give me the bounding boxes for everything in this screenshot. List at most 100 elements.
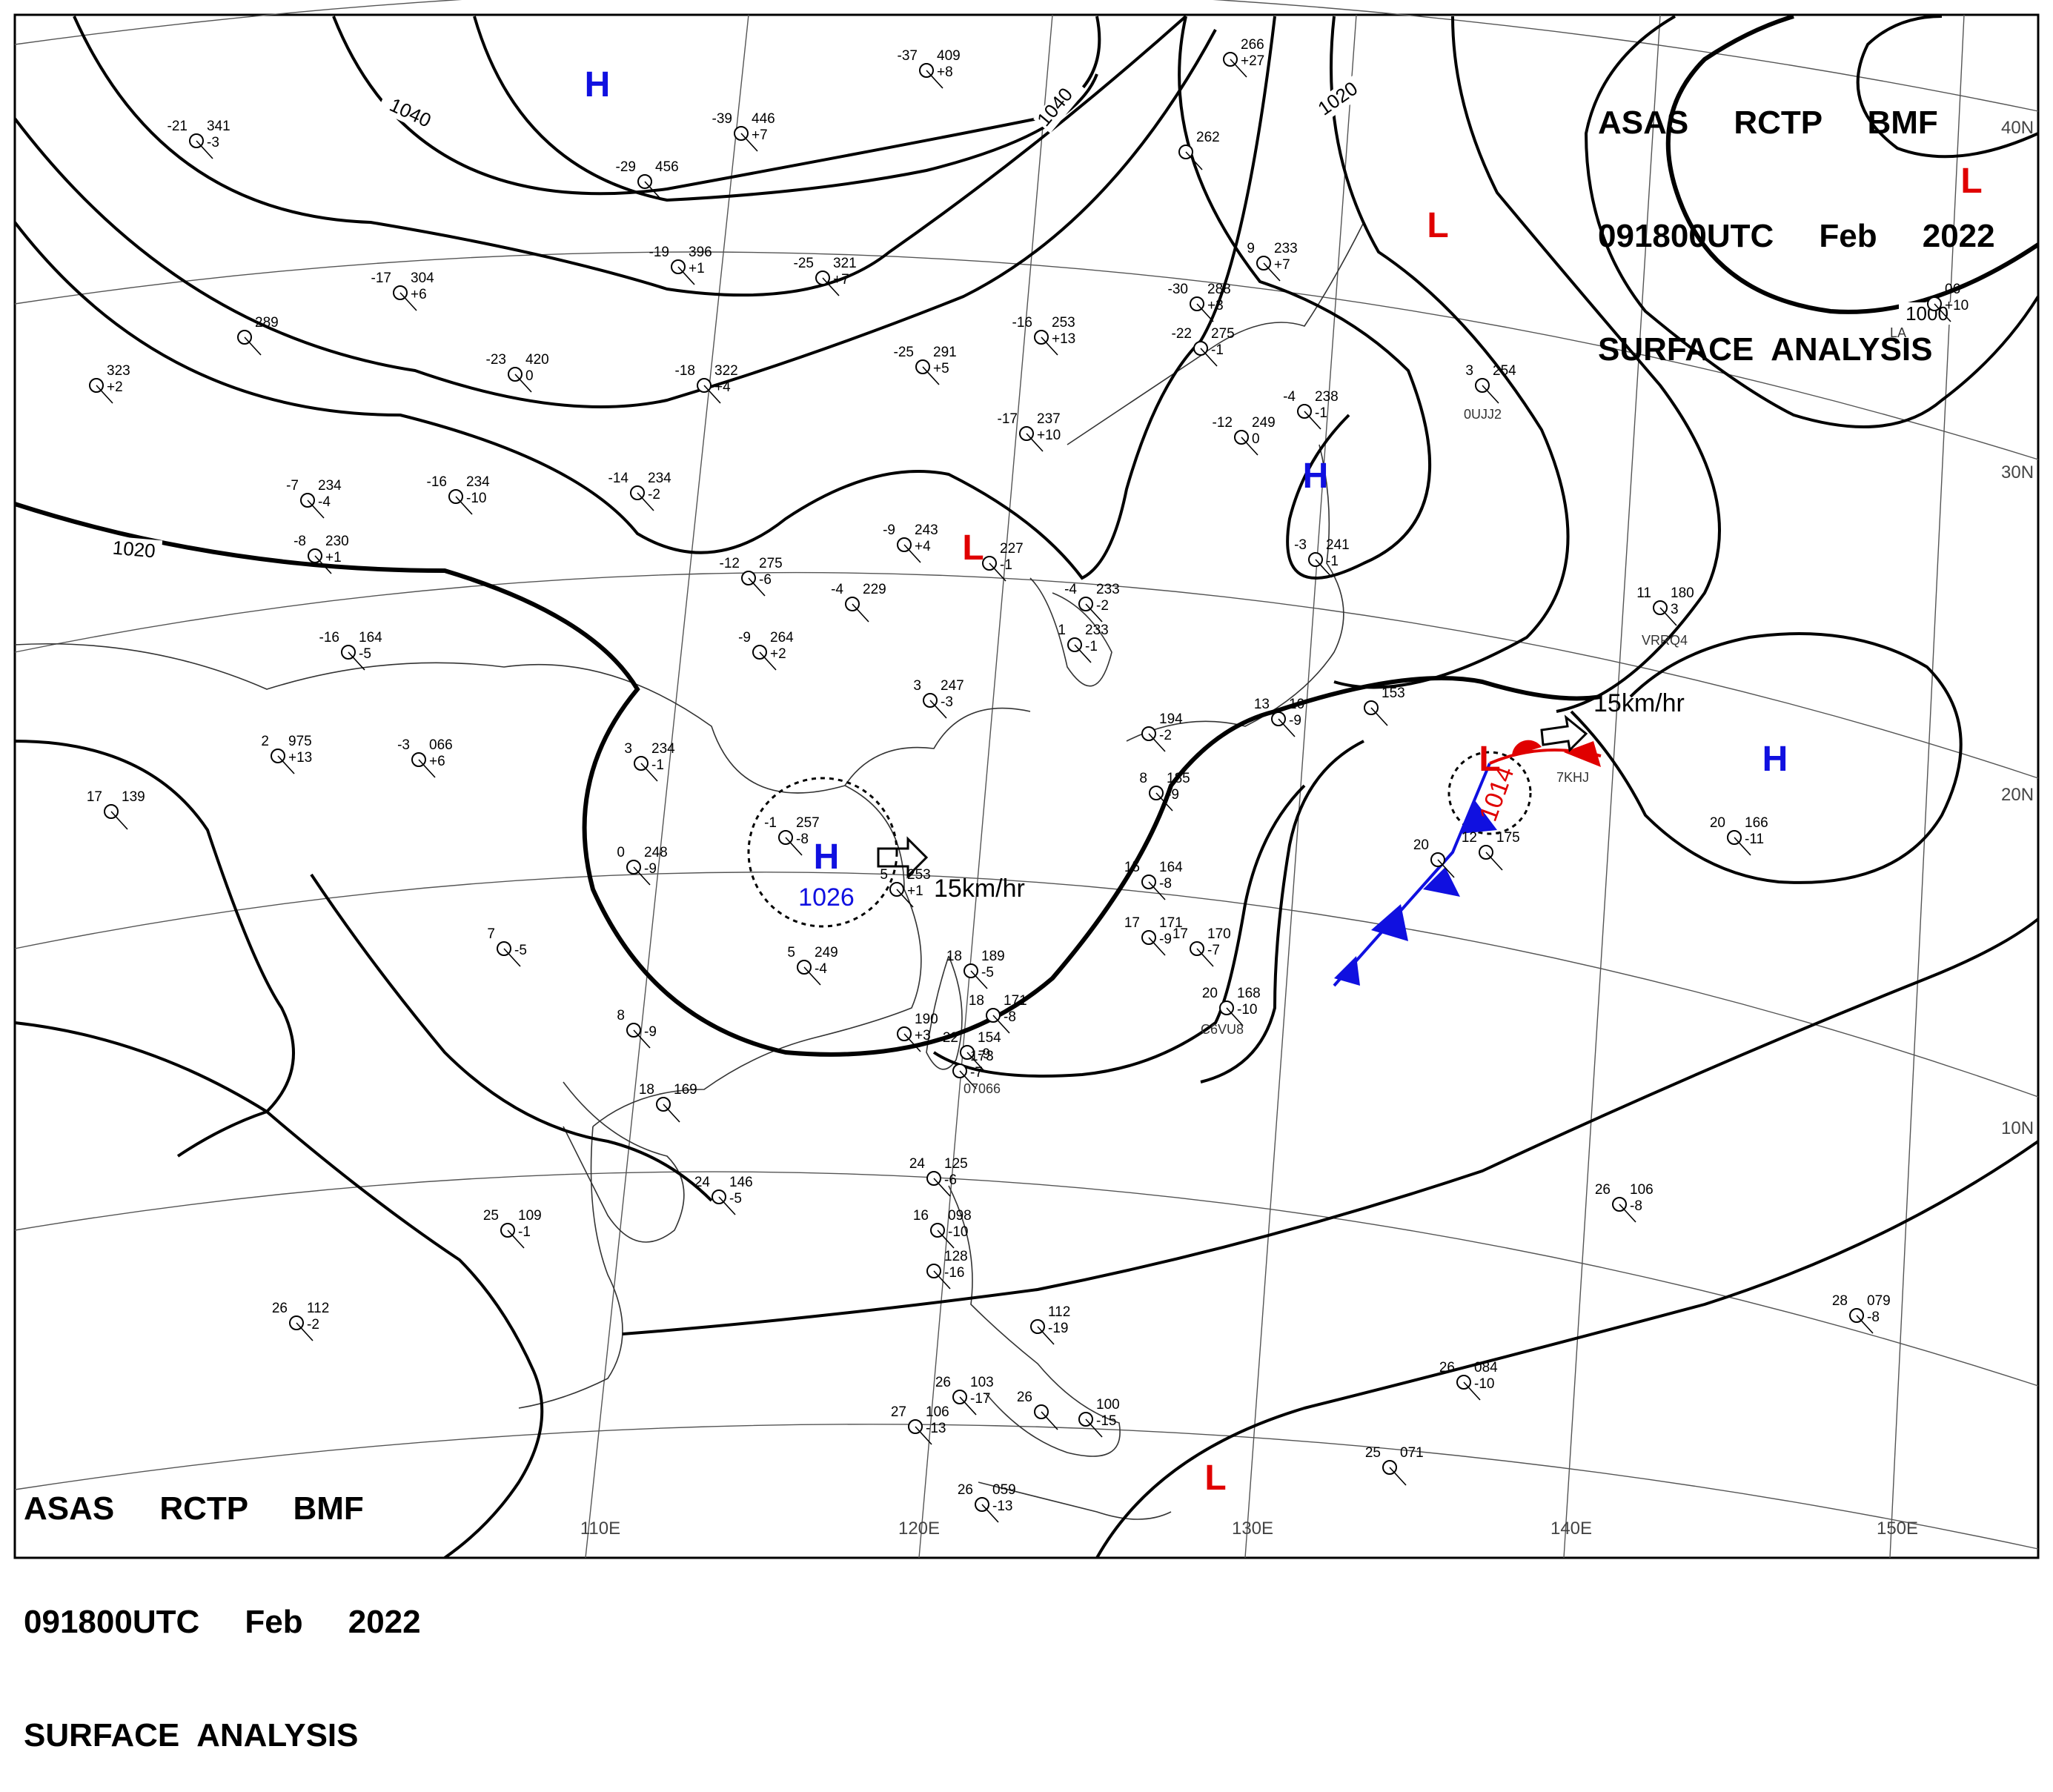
lat-label: 30N xyxy=(2001,462,2034,482)
title-block-bottom: ASAS RCTP BMF 091800UTC Feb 2022 SURFACE… xyxy=(24,1414,421,1792)
wind-barb xyxy=(314,555,332,574)
wind-barb xyxy=(455,496,473,515)
station-pressure: 238 xyxy=(1315,389,1339,405)
station-pressure: 341 xyxy=(207,119,230,134)
station-temp: 13 xyxy=(1254,697,1270,712)
station-pressure: 10 xyxy=(1289,697,1304,712)
lon-label: 140E xyxy=(1550,1519,1592,1539)
station-plot: 100-15 xyxy=(1078,1397,1120,1438)
high-center-label: H xyxy=(1303,457,1329,496)
station-pressure: 169 xyxy=(674,1082,697,1098)
station-pressure: 323 xyxy=(107,363,130,379)
station-pressure: 247 xyxy=(941,678,964,694)
station-plot: 06+10 xyxy=(1927,282,1969,322)
station-plot: 13 10-9 xyxy=(1254,697,1304,737)
high-1026-outline xyxy=(747,777,898,928)
station-tendency: -2 xyxy=(1096,598,1109,614)
station-temp: -17 xyxy=(998,411,1018,427)
station-plot: -7 234-4 xyxy=(286,478,342,519)
wind-barb xyxy=(1148,937,1166,956)
wind-barb xyxy=(933,1178,951,1197)
wind-barb xyxy=(759,651,777,671)
low-center-label: L xyxy=(962,528,984,568)
station-tendency: -8 xyxy=(796,832,809,847)
station-tendency: +7 xyxy=(833,272,849,288)
station-temp: -1 xyxy=(764,815,777,831)
station-plot: -21 341-3 xyxy=(168,119,230,159)
wind-barb xyxy=(644,181,662,200)
station-pressure: 168 xyxy=(1237,986,1261,1001)
station-tendency: -13 xyxy=(926,1421,946,1436)
station-temp: 15 xyxy=(1124,860,1140,875)
station-pressure: 139 xyxy=(122,789,145,805)
wind-barb xyxy=(903,544,921,563)
title-block-top: ASAS RCTP BMF 091800UTC Feb 2022 SURFACE… xyxy=(1598,28,1995,406)
station-pressure: 456 xyxy=(655,159,679,175)
wind-barb xyxy=(992,1015,1010,1034)
center-outlines xyxy=(747,751,1532,928)
station-temp: 26 xyxy=(1595,1182,1611,1198)
wind-barb xyxy=(1437,859,1455,878)
station-plot: -37 409+8 xyxy=(898,48,961,89)
wind-barb xyxy=(677,266,695,285)
station-tendency: -5 xyxy=(981,965,994,980)
station-pressure: 291 xyxy=(933,345,957,360)
station-pressure: 446 xyxy=(752,111,775,127)
low-center-label: L xyxy=(1427,206,1448,245)
station-plot: 26 059-13 xyxy=(958,1482,1016,1523)
station-pressure: 106 xyxy=(926,1404,949,1420)
station-pressure: 098 xyxy=(948,1208,972,1224)
station-temp: -30 xyxy=(1168,282,1188,297)
coastlines xyxy=(14,222,1364,1520)
station-plot: 28 079-8 xyxy=(1832,1293,1891,1334)
station-tendency: -8 xyxy=(1159,876,1172,892)
wind-barb xyxy=(1041,336,1058,356)
wind-barb xyxy=(110,811,128,830)
station-plot: 190+3 xyxy=(897,1012,938,1052)
wind-barb xyxy=(1370,707,1388,726)
station-temp: 17 xyxy=(1124,915,1140,931)
station-pressure: 396 xyxy=(689,245,712,260)
warm-front-barb xyxy=(1564,741,1601,767)
station-temp: -12 xyxy=(1213,415,1233,431)
isobar-label-bg xyxy=(1899,302,1955,325)
station-tendency: -9 xyxy=(644,861,657,877)
wind-barb xyxy=(748,577,766,597)
station-temp: -37 xyxy=(898,48,918,64)
station-temp: 25 xyxy=(1365,1445,1381,1461)
station-tendency: +13 xyxy=(288,750,312,766)
station-tendency: -2 xyxy=(1159,728,1172,743)
high-center-label: H xyxy=(1762,740,1788,779)
station-pressure: 128 xyxy=(944,1249,968,1264)
station-plot: 17 139 xyxy=(87,789,145,830)
station-plot: 8 185-9 xyxy=(1139,771,1190,812)
wind-barb xyxy=(399,292,417,311)
station-plot: 25 109-1 xyxy=(483,1208,542,1249)
station-pressure: 322 xyxy=(714,363,738,379)
station-temp: 24 xyxy=(694,1175,711,1190)
ship-id: 0UJJ2 xyxy=(1464,407,1502,422)
station-temp: -7 xyxy=(286,478,299,494)
cold-front-barb xyxy=(1423,867,1460,897)
lon-label: 110E xyxy=(580,1519,620,1539)
wind-barb xyxy=(1315,559,1333,578)
station-tendency: +1 xyxy=(689,261,705,276)
station-plot: -29 456 xyxy=(616,159,679,200)
ship-id: LA xyxy=(1890,325,1906,340)
station-temp: -25 xyxy=(894,345,914,360)
station-tendency: -9 xyxy=(1167,787,1179,803)
station-pressure: 164 xyxy=(1159,860,1183,875)
wind-barb xyxy=(1185,151,1203,170)
station-temp: 7 xyxy=(487,926,495,942)
cold-front xyxy=(1333,763,1497,987)
station-temp: 9 xyxy=(1247,241,1255,256)
station-plot: 227-1 xyxy=(982,541,1024,582)
station-pressure: 288 xyxy=(1207,282,1231,297)
wind-barb xyxy=(196,140,213,159)
station-plot: -19 396+1 xyxy=(649,245,712,285)
station-tendency: -10 xyxy=(948,1224,968,1240)
cold-front-barb xyxy=(1371,904,1408,941)
station-temp: 20 xyxy=(1202,986,1218,1001)
station-tendency: -3 xyxy=(941,694,953,710)
